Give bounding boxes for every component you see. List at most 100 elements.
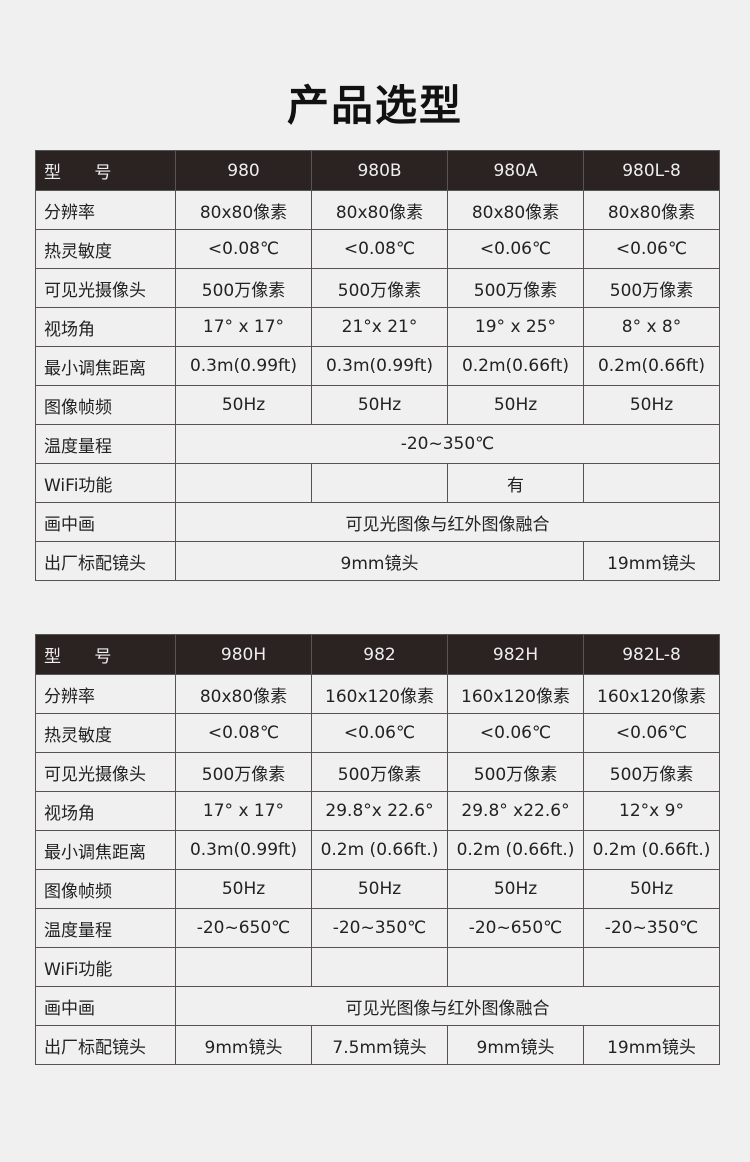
spec-cell: 8° x 8° bbox=[583, 307, 720, 347]
spec-cell: 17° x 17° bbox=[175, 307, 312, 347]
spec-cell: 50Hz bbox=[583, 869, 720, 909]
model-header: 980 bbox=[175, 150, 312, 191]
model-header: 980B bbox=[311, 150, 448, 191]
table-row: 可见光摄像头 500万像素 500万像素 500万像素 500万像素 bbox=[35, 268, 720, 308]
spec-cell: 19mm镜头 bbox=[583, 541, 720, 581]
spec-cell: 50Hz bbox=[447, 869, 584, 909]
spec-cell: 29.8° x22.6° bbox=[447, 791, 584, 831]
spec-cell: 0.2m (0.66ft.) bbox=[311, 830, 448, 870]
spec-cell: 50Hz bbox=[311, 385, 448, 425]
row-label: 画中画 bbox=[35, 986, 176, 1026]
model-header: 980A bbox=[447, 150, 584, 191]
spec-cell: 500万像素 bbox=[311, 752, 448, 792]
spec-cell: 500万像素 bbox=[311, 268, 448, 308]
spec-cell: 500万像素 bbox=[583, 752, 720, 792]
spec-cell: 19mm镜头 bbox=[583, 1025, 720, 1065]
spec-cell bbox=[583, 947, 720, 987]
row-label: 热灵敏度 bbox=[35, 713, 176, 753]
spec-cell: 9mm镜头 bbox=[175, 1025, 312, 1065]
table-row: 热灵敏度 <0.08℃ <0.06℃ <0.06℃ <0.06℃ bbox=[35, 713, 720, 753]
spec-table-1: 型 号 980 980B 980A 980L-8 分辨率 80x80像素 80x80像素 80x… bbox=[35, 150, 720, 581]
row-label: 分辨率 bbox=[35, 190, 176, 230]
spec-cell: 80x80像素 bbox=[175, 190, 312, 230]
spec-cell: 50Hz bbox=[175, 385, 312, 425]
table-row: 分辨率 80x80像素 80x80像素 80x80像素 80x80像素 bbox=[35, 190, 720, 230]
spec-cell: <0.06℃ bbox=[447, 713, 584, 753]
spec-cell: -20~650℃ bbox=[175, 908, 312, 948]
spec-cell: 0.3m(0.99ft) bbox=[175, 830, 312, 870]
spec-cell: 50Hz bbox=[447, 385, 584, 425]
spec-cell: <0.06℃ bbox=[447, 229, 584, 269]
spec-cell: <0.08℃ bbox=[311, 229, 448, 269]
table-row: WiFi功能 bbox=[35, 947, 720, 987]
row-label: 视场角 bbox=[35, 791, 176, 831]
row-label: 最小调焦距离 bbox=[35, 346, 176, 386]
table-row: 热灵敏度 <0.08℃ <0.08℃ <0.06℃ <0.06℃ bbox=[35, 229, 720, 269]
header-label: 型 号 bbox=[35, 634, 176, 675]
row-label: WiFi功能 bbox=[35, 463, 176, 503]
row-label: 出厂标配镜头 bbox=[35, 541, 176, 581]
table-row: 画中画 可见光图像与红外图像融合 bbox=[35, 502, 720, 542]
spec-cell: 50Hz bbox=[311, 869, 448, 909]
table-row: 分辨率 80x80像素 160x120像素 160x120像素 160x120像素 bbox=[35, 674, 720, 714]
row-label: WiFi功能 bbox=[35, 947, 176, 987]
table-row: 画中画 可见光图像与红外图像融合 bbox=[35, 986, 720, 1026]
row-label: 视场角 bbox=[35, 307, 176, 347]
spec-cell: <0.06℃ bbox=[583, 713, 720, 753]
spec-cell: 50Hz bbox=[175, 869, 312, 909]
spec-cell: 500万像素 bbox=[447, 268, 584, 308]
row-label: 出厂标配镜头 bbox=[35, 1025, 176, 1065]
spec-cell: 0.2m(0.66ft) bbox=[583, 346, 720, 386]
spec-cell: 80x80像素 bbox=[175, 674, 312, 714]
spec-cell: 0.3m(0.99ft) bbox=[175, 346, 312, 386]
page-title: 产品选型 bbox=[286, 81, 463, 130]
spec-cell: 17° x 17° bbox=[175, 791, 312, 831]
spec-cell: <0.06℃ bbox=[583, 229, 720, 269]
spec-cell bbox=[175, 463, 312, 503]
table-row: 视场角 17° x 17° 21°x 21° 19° x 25° 8° x 8° bbox=[35, 307, 720, 347]
spec-cell: 21°x 21° bbox=[311, 307, 448, 347]
spec-cell: 80x80像素 bbox=[311, 190, 448, 230]
table-row: 温度量程 -20~650℃ -20~350℃ -20~650℃ -20~350℃ bbox=[35, 908, 720, 948]
table-row: 图像帧频 50Hz 50Hz 50Hz 50Hz bbox=[35, 869, 720, 909]
spec-cell: 可见光图像与红外图像融合 bbox=[175, 502, 720, 542]
spec-cell: -20~350℃ bbox=[583, 908, 720, 948]
row-label: 热灵敏度 bbox=[35, 229, 176, 269]
table-row: 最小调焦距离 0.3m(0.99ft) 0.2m (0.66ft.) 0.2m (0.… bbox=[35, 830, 720, 870]
row-label: 画中画 bbox=[35, 502, 176, 542]
spec-cell: 160x120像素 bbox=[311, 674, 448, 714]
model-header: 980H bbox=[175, 634, 312, 675]
row-label: 图像帧频 bbox=[35, 869, 176, 909]
spec-cell: 29.8°x 22.6° bbox=[311, 791, 448, 831]
spec-cell: <0.08℃ bbox=[175, 713, 312, 753]
spec-cell: -20~350℃ bbox=[311, 908, 448, 948]
spec-cell bbox=[175, 947, 312, 987]
row-label: 最小调焦距离 bbox=[35, 830, 176, 870]
table-row: WiFi功能 有 bbox=[35, 463, 720, 503]
row-label: 分辨率 bbox=[35, 674, 176, 714]
spec-cell bbox=[447, 947, 584, 987]
table-row: 最小调焦距离 0.3m(0.99ft) 0.3m(0.99ft) 0.2m(0.66f… bbox=[35, 346, 720, 386]
header-row: 型 号 980H 982 982H 982L-8 bbox=[35, 634, 720, 675]
row-label: 温度量程 bbox=[35, 908, 176, 948]
spec-cell: 160x120像素 bbox=[447, 674, 584, 714]
row-label: 图像帧频 bbox=[35, 385, 176, 425]
spec-table-2: 型 号 980H 982 982H 982L-8 分辨率 80x80像素 160x120像素 1… bbox=[35, 634, 720, 1065]
spec-cell: 500万像素 bbox=[583, 268, 720, 308]
model-header: 982L-8 bbox=[583, 634, 720, 675]
spec-cell: 0.2m (0.66ft.) bbox=[583, 830, 720, 870]
table-row: 图像帧频 50Hz 50Hz 50Hz 50Hz bbox=[35, 385, 720, 425]
spec-cell: -20~350℃ bbox=[175, 424, 720, 464]
row-label: 可见光摄像头 bbox=[35, 752, 176, 792]
spec-cell: 0.2m(0.66ft) bbox=[447, 346, 584, 386]
spec-cell: 500万像素 bbox=[175, 268, 312, 308]
spec-cell: -20~650℃ bbox=[447, 908, 584, 948]
table-row: 出厂标配镜头 9mm镜头 7.5mm镜头 9mm镜头 19mm镜头 bbox=[35, 1025, 720, 1065]
spec-cell: 9mm镜头 bbox=[175, 541, 584, 581]
model-header: 980L-8 bbox=[583, 150, 720, 191]
table-row: 出厂标配镜头 9mm镜头 19mm镜头 bbox=[35, 541, 720, 581]
header-label: 型 号 bbox=[35, 150, 176, 191]
row-label: 可见光摄像头 bbox=[35, 268, 176, 308]
spec-cell: 7.5mm镜头 bbox=[311, 1025, 448, 1065]
spec-cell: 12°x 9° bbox=[583, 791, 720, 831]
